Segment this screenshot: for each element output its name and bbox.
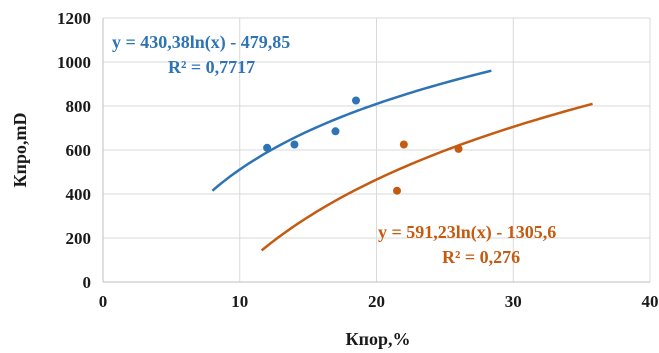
x-tick-label: 40 [642,292,659,311]
y-tick-label: 400 [66,185,92,204]
y-tick-label: 200 [66,229,92,248]
tick-labels: 0 200 400 600 800 1000 1200 0 10 20 30 40 [57,9,659,311]
trendlines [211,69,593,252]
y-tick-label: 600 [66,141,92,160]
axes [102,18,650,283]
data-points [263,96,463,195]
x-tick-label: 30 [505,292,522,311]
x-tick-label: 0 [99,292,108,311]
series-1-equation: y = 430,38ln(x) - 479,85 [112,32,290,53]
series-2-equation: y = 591,23ln(x) - 1305,6 [378,222,556,243]
series-1-point [331,127,340,136]
y-tick-label: 0 [83,273,92,292]
series-1-r2: R² = 0,7717 [168,57,255,77]
series-2-r2: R² = 0,276 [442,247,520,267]
series-2-trendline [260,102,593,252]
series-1-point [290,140,299,149]
x-axis-title: Кпор,% [346,329,411,349]
y-tick-label: 800 [66,97,92,116]
series-1-trendline [211,69,492,192]
series-2-point [393,186,402,195]
x-tick-label: 10 [231,292,248,311]
series-2-point [454,144,463,153]
x-tick-label: 20 [368,292,385,311]
series-2-point [399,140,408,149]
y-tick-label: 1000 [57,53,91,72]
series-1-point [263,143,272,152]
grid [103,17,651,282]
series-1-point [351,96,360,105]
y-tick-label: 1200 [57,9,91,28]
y-axis-title: Кпро,mD [10,113,30,188]
